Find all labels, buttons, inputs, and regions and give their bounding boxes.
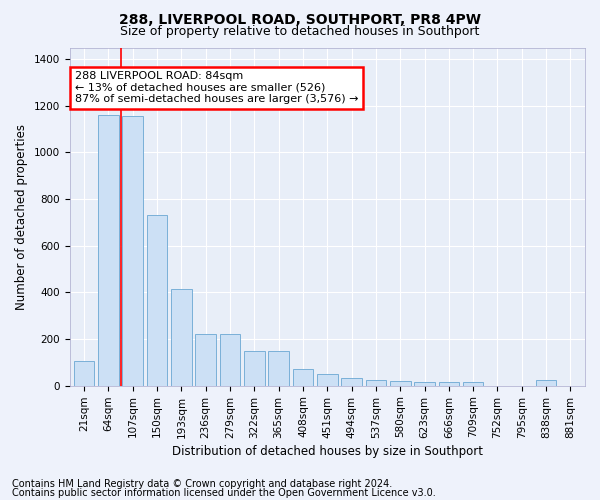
Bar [98,115,119,386]
Bar [536,380,556,386]
Bar [463,382,484,386]
Bar [244,350,265,386]
Bar [74,361,94,386]
Bar [220,334,241,386]
Text: Size of property relative to detached houses in Southport: Size of property relative to detached ho… [121,25,479,38]
Y-axis label: Number of detached properties: Number of detached properties [15,124,28,310]
Bar [365,380,386,386]
Bar [390,381,410,386]
Bar [414,382,435,386]
Bar [171,289,192,386]
Bar [268,350,289,386]
X-axis label: Distribution of detached houses by size in Southport: Distribution of detached houses by size … [172,444,483,458]
Text: 288 LIVERPOOL ROAD: 84sqm
← 13% of detached houses are smaller (526)
87% of semi: 288 LIVERPOOL ROAD: 84sqm ← 13% of detac… [74,71,358,104]
Bar [122,116,143,386]
Bar [317,374,338,386]
Text: Contains HM Land Registry data © Crown copyright and database right 2024.: Contains HM Land Registry data © Crown c… [12,479,392,489]
Bar [196,334,216,386]
Bar [147,216,167,386]
Bar [439,382,459,386]
Bar [341,378,362,386]
Text: 288, LIVERPOOL ROAD, SOUTHPORT, PR8 4PW: 288, LIVERPOOL ROAD, SOUTHPORT, PR8 4PW [119,12,481,26]
Bar [293,370,313,386]
Text: Contains public sector information licensed under the Open Government Licence v3: Contains public sector information licen… [12,488,436,498]
